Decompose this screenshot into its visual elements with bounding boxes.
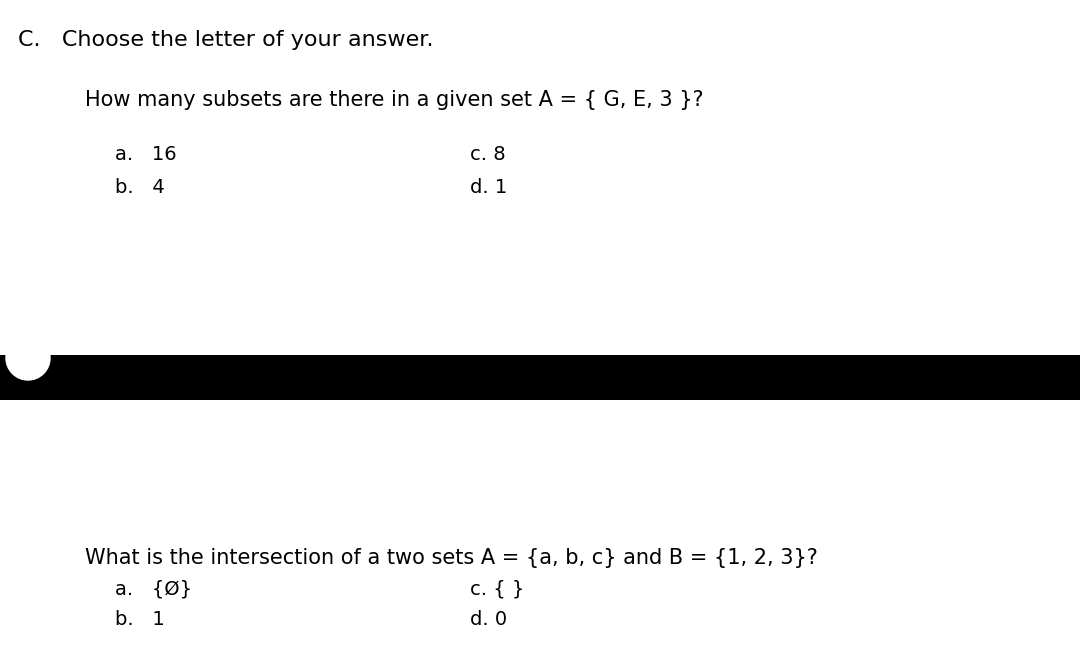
Circle shape [6,336,50,380]
Text: c. { }: c. { } [470,580,525,599]
Text: C.   Choose the letter of your answer.: C. Choose the letter of your answer. [18,30,433,50]
Text: How many subsets are there in a given set A = { G, E, 3 }?: How many subsets are there in a given se… [85,90,704,110]
Text: d. 0: d. 0 [470,610,508,629]
Text: What is the intersection of a two sets A = {a, b, c} and B = {1, 2, 3}?: What is the intersection of a two sets A… [85,548,818,568]
Text: a.   16: a. 16 [114,145,177,164]
Text: b.   4: b. 4 [114,178,165,197]
Text: b.   1: b. 1 [114,610,165,629]
Bar [0,355,1080,400]
Text: a.   {Ø}: a. {Ø} [114,580,192,599]
Text: c. 8: c. 8 [470,145,505,164]
Text: d. 1: d. 1 [470,178,508,197]
